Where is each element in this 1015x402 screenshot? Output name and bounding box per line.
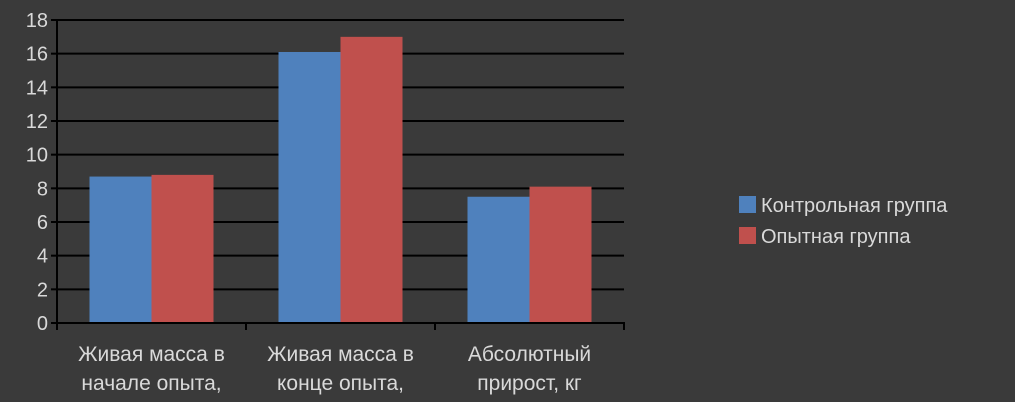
x-category-label-line: Живая масса в: [267, 343, 414, 366]
x-category-label: Живая масса в конце опыта,: [267, 343, 414, 395]
legend-label-1: Контрольная группа: [761, 195, 948, 217]
y-tick-label: 6: [37, 212, 48, 234]
y-tick-label: 0: [37, 313, 48, 335]
x-category-label-line: конце опыта,: [277, 372, 404, 395]
y-tick-label: 18: [26, 10, 48, 32]
x-category-labels: Живая масса в начале опыта, Живая масса в к…: [78, 343, 591, 395]
y-tick-label: 8: [37, 178, 48, 200]
legend-swatch-2: [739, 227, 756, 244]
y-tick-label: 2: [37, 279, 48, 301]
y-tick-label: 12: [26, 111, 48, 133]
legend: Контрольная группа Опытная группа: [739, 195, 948, 248]
y-tick-label: 4: [37, 246, 48, 268]
bar-series1-cat1: [89, 176, 152, 323]
y-tick-label: 10: [26, 145, 48, 167]
bar-series2-cat2: [340, 36, 403, 323]
y-tick-label: 16: [26, 44, 48, 66]
y-tick-labels: 0 2 4 6 8 10 12 14 16 18: [26, 10, 48, 335]
x-category-label-line: Абсолютный: [468, 343, 591, 366]
bar-series1-cat3: [467, 196, 530, 323]
axes: [51, 19, 625, 330]
legend-label-2: Опытная группа: [761, 226, 911, 248]
bar-series2-cat1: [151, 174, 214, 323]
legend-swatch-1: [739, 196, 756, 213]
x-category-label-line: начале опыта,: [81, 372, 221, 395]
bar-series2-cat3: [529, 186, 592, 323]
bars: [89, 36, 592, 323]
y-tick-label: 14: [26, 77, 48, 99]
x-category-label-line: прирост, кг: [477, 372, 582, 395]
bar-series1-cat2: [278, 51, 341, 323]
x-category-label-line: Живая масса в: [78, 343, 225, 366]
x-category-label: Абсолютный прирост, кг: [468, 343, 591, 395]
x-category-label: Живая масса в начале опыта,: [78, 343, 225, 395]
